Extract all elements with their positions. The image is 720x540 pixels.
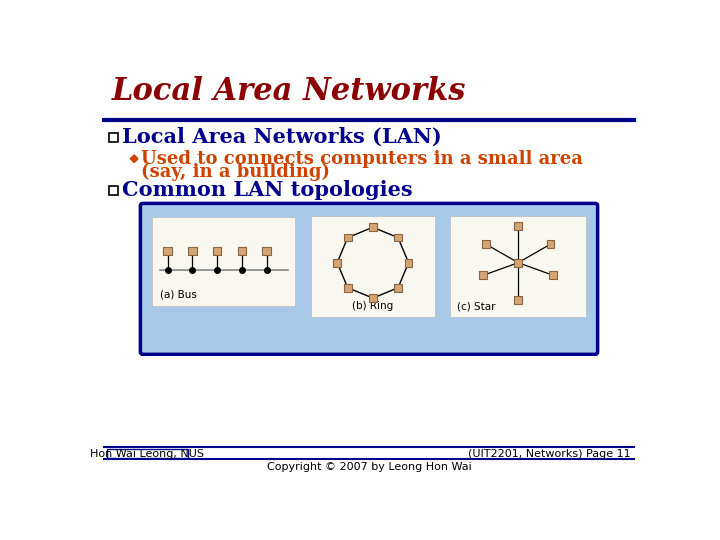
- Text: (say, in a building): (say, in a building): [141, 163, 330, 181]
- Bar: [549, 272, 557, 279]
- FancyBboxPatch shape: [140, 204, 598, 354]
- Text: Local Area Networks (LAN): Local Area Networks (LAN): [122, 127, 441, 147]
- Text: Local Area Networks: Local Area Networks: [112, 76, 466, 107]
- Text: Hon Wai Leong, NUS: Hon Wai Leong, NUS: [90, 449, 204, 458]
- Bar: [109, 132, 118, 142]
- Bar: [514, 296, 522, 303]
- Bar: [395, 234, 402, 241]
- Text: Used to connects computers in a small area: Used to connects computers in a small ar…: [141, 150, 583, 168]
- Bar: [369, 294, 377, 302]
- Bar: [107, 449, 189, 458]
- Bar: [395, 284, 402, 292]
- Text: Copyright © 2007 by Leong Hon Wai: Copyright © 2007 by Leong Hon Wai: [266, 462, 472, 472]
- Bar: [343, 234, 351, 241]
- Bar: [451, 215, 586, 318]
- Bar: [152, 217, 295, 306]
- Text: Common LAN topologies: Common LAN topologies: [122, 180, 413, 200]
- Bar: [546, 240, 554, 248]
- Text: (UIT2201, Networks) Page 11: (UIT2201, Networks) Page 11: [468, 449, 631, 458]
- Bar: [311, 215, 435, 318]
- Bar: [480, 272, 487, 279]
- Bar: [333, 259, 341, 267]
- Text: (a) Bus: (a) Bus: [160, 289, 197, 300]
- Bar: [405, 259, 413, 267]
- Bar: [238, 247, 246, 255]
- Polygon shape: [130, 155, 138, 163]
- Bar: [482, 240, 490, 248]
- Text: (b) Ring: (b) Ring: [352, 301, 394, 311]
- Bar: [213, 247, 221, 255]
- Bar: [514, 259, 522, 267]
- Bar: [514, 222, 522, 230]
- Bar: [109, 186, 118, 195]
- Text: (c) Star: (c) Star: [456, 301, 495, 311]
- Bar: [188, 247, 197, 255]
- Bar: [262, 247, 271, 255]
- Bar: [369, 224, 377, 231]
- Bar: [163, 247, 172, 255]
- Bar: [343, 284, 351, 292]
